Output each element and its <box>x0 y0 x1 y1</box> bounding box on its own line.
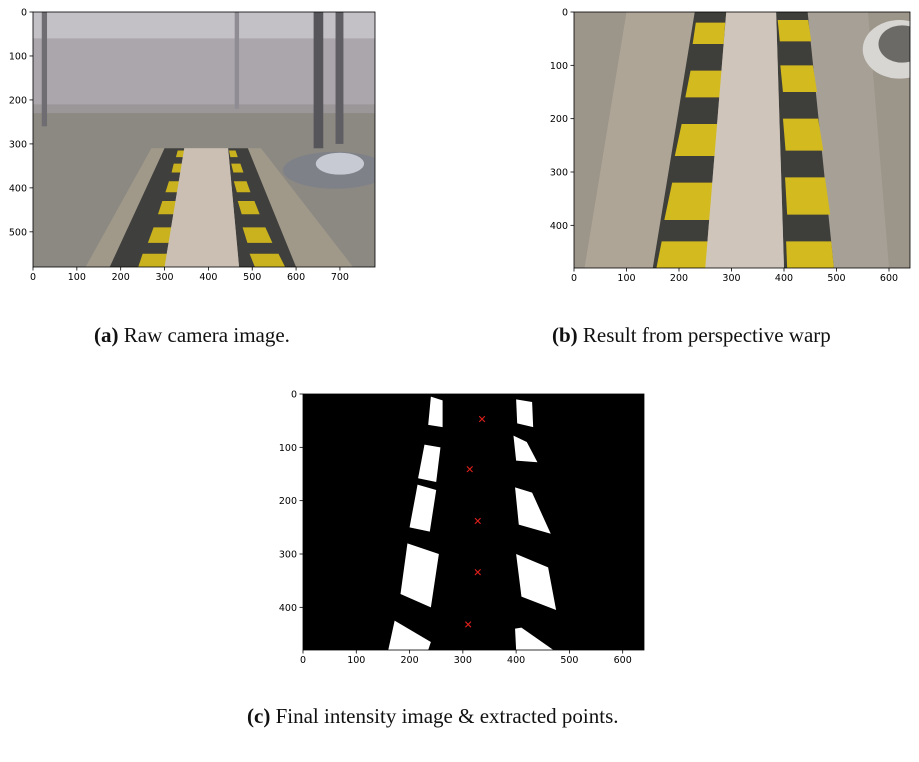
x-tick-label: 600 <box>287 272 305 283</box>
x-tick-label: 400 <box>507 655 525 666</box>
intensity-image <box>303 394 644 650</box>
y-tick-label: 0 <box>562 8 568 19</box>
y-tick-label: 200 <box>279 496 297 507</box>
x-tick-label: 0 <box>300 655 306 666</box>
caption-text: Raw camera image. <box>124 323 290 347</box>
y-tick-label: 100 <box>279 443 297 454</box>
x-tick-label: 300 <box>722 273 740 284</box>
x-tick-label: 500 <box>827 273 845 284</box>
y-tick-label: 0 <box>291 390 297 401</box>
x-tick-label: 200 <box>112 272 130 283</box>
x-tick-label: 200 <box>400 655 418 666</box>
x-tick-label: 500 <box>243 272 261 283</box>
x-tick-label: 600 <box>880 273 898 284</box>
caption: (b) Result from perspective warp <box>552 321 831 350</box>
caption: (a) Raw camera image. <box>94 321 290 350</box>
caption-text: Final intensity image & extracted points… <box>276 704 619 728</box>
x-tick-label: 300 <box>454 655 472 666</box>
y-tick-label: 200 <box>550 114 568 125</box>
y-tick-label: 300 <box>9 139 27 150</box>
x-tick-label: 400 <box>199 272 217 283</box>
x-tick-label: 100 <box>617 273 635 284</box>
x-tick-label: 600 <box>614 655 632 666</box>
x-tick-label: 0 <box>571 273 577 284</box>
caption-label: (b) <box>552 323 578 347</box>
warped-image <box>574 12 919 268</box>
x-tick-label: 100 <box>347 655 365 666</box>
x-tick-label: 500 <box>560 655 578 666</box>
x-tick-label: 700 <box>331 272 349 283</box>
caption-label: (a) <box>94 323 119 347</box>
x-tick-label: 400 <box>775 273 793 284</box>
caption-label: (c) <box>247 704 270 728</box>
camera-image <box>33 12 388 267</box>
y-tick-label: 300 <box>550 168 568 179</box>
x-tick-label: 100 <box>68 272 86 283</box>
y-tick-label: 0 <box>21 8 27 19</box>
x-tick-label: 0 <box>30 272 36 283</box>
y-tick-label: 100 <box>9 51 27 62</box>
caption-text: Result from perspective warp <box>583 323 831 347</box>
y-tick-label: 100 <box>550 61 568 72</box>
y-tick-label: 400 <box>9 183 27 194</box>
y-tick-label: 400 <box>279 603 297 614</box>
page: 0 100 200 300 400 500 600 700 0 100 200 300 400 500 0 1… <box>0 0 919 762</box>
y-tick-label: 400 <box>550 221 568 232</box>
y-tick-label: 300 <box>279 550 297 561</box>
y-tick-label: 200 <box>9 95 27 106</box>
x-tick-label: 300 <box>155 272 173 283</box>
caption: (c) Final intensity image & extracted po… <box>247 702 689 731</box>
x-tick-label: 200 <box>670 273 688 284</box>
y-tick-label: 500 <box>9 227 27 238</box>
